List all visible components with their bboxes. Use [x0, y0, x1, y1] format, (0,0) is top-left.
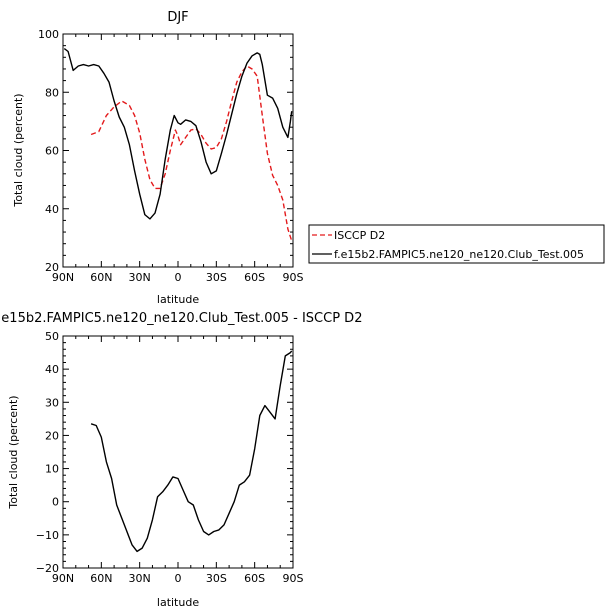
bottom-y-tick-label: −20 [36, 562, 59, 575]
bottom-x-tick-label: 60S [244, 572, 265, 585]
bottom-panel: f.e15b2.FAMPIC5.ne120_ne120.Club_Test.00… [0, 311, 362, 609]
bottom-y-tick-label: 0 [52, 496, 59, 509]
bottom-series-group [90, 350, 293, 553]
bottom-chart-title: f.e15b2.FAMPIC5.ne120_ne120.Club_Test.00… [0, 311, 362, 326]
bottom-y-tick-label: 40 [45, 363, 59, 376]
top-chart-title: DJF [167, 10, 188, 25]
bottom-x-tick-label: 30S [206, 572, 227, 585]
legend: ISCCP D2 f.e15b2.FAMPIC5.ne120_ne120.Clu… [308, 224, 605, 264]
top-y-tick-label: 40 [45, 203, 59, 216]
top-y-tick-label: 100 [38, 28, 59, 41]
top-axis-ticks [62, 33, 294, 268]
top-plot-frame [62, 33, 294, 268]
top-x-tick-label: 90S [283, 271, 304, 284]
bottom-y-tick-label: 30 [45, 396, 59, 409]
bottom-x-tick-label: 0 [175, 572, 182, 585]
top-y-axis-title: Total cloud (percent) [12, 93, 25, 207]
top-x-axis-title: latitude [157, 293, 199, 306]
top-tick-labels: 90N 60N 30N 0 30S 60S 90S 20 40 60 80 100 [38, 28, 304, 284]
top-panel: DJF 90N 60N 30N 0 30S 60S 90S 20 40 60 80 100 latit… [12, 10, 304, 306]
top-x-tick-label: 90N [52, 271, 74, 284]
top-series-line-isccp-d2 [90, 65, 293, 242]
top-x-tick-label: 30N [129, 271, 151, 284]
bottom-x-tick-label: 90N [52, 572, 74, 585]
bottom-y-tick-label: 20 [45, 429, 59, 442]
top-series-line-model [63, 48, 293, 220]
top-x-tick-label: 30S [206, 271, 227, 284]
bottom-y-tick-label: −10 [36, 529, 59, 542]
top-y-tick-label: 60 [45, 145, 59, 158]
legend-label-model: f.e15b2.FAMPIC5.ne120_ne120.Club_Test.00… [334, 248, 584, 261]
legend-box [308, 224, 605, 264]
bottom-y-axis-title: Total cloud (percent) [7, 395, 20, 509]
bottom-plot-frame [62, 335, 294, 569]
bottom-x-tick-label: 30N [129, 572, 151, 585]
bottom-axis-ticks [62, 335, 294, 569]
bottom-y-tick-label: 50 [45, 330, 59, 343]
top-x-tick-label: 60S [244, 271, 265, 284]
bottom-x-axis-title: latitude [157, 596, 199, 609]
bottom-y-tick-label: 10 [45, 463, 59, 476]
top-y-tick-label: 20 [45, 261, 59, 274]
bottom-x-tick-label: 60N [90, 572, 112, 585]
top-x-tick-label: 0 [175, 271, 182, 284]
bottom-tick-labels: 90N 60N 30N 0 30S 60S 90S −20 −10 0 10 20 30 40 50 [36, 330, 304, 585]
top-y-tick-label: 80 [45, 86, 59, 99]
top-series-group [63, 48, 293, 242]
bottom-series-line-model [90, 350, 293, 553]
legend-label-isccp: ISCCP D2 [334, 229, 385, 242]
bottom-x-tick-label: 90S [283, 572, 304, 585]
top-x-tick-label: 60N [90, 271, 112, 284]
